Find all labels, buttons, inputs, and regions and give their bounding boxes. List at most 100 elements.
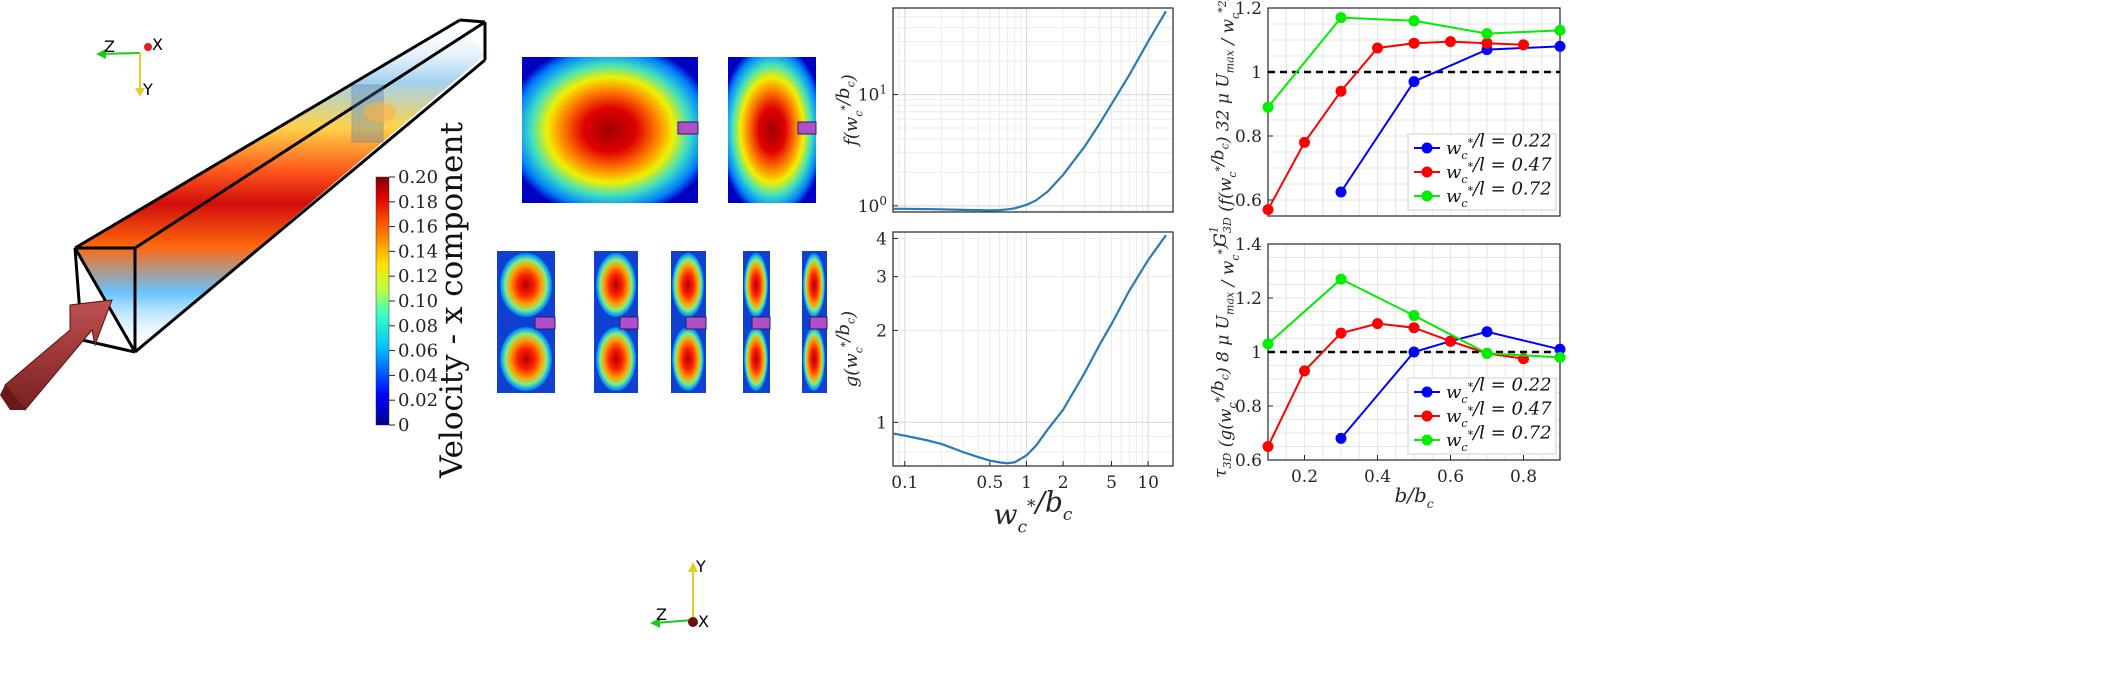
- colorbar-tick-label: 0.14: [398, 241, 438, 262]
- data-point: [1445, 36, 1456, 48]
- y-tick-label: 4: [876, 229, 887, 249]
- gridlines: [893, 232, 1173, 466]
- x-tick-label: 0.2: [1291, 467, 1318, 487]
- chart-tau3D-ratio: 0.60.811.21.40.2 0.4 0.6 0.8wc*/l = 0.22wc*…: [1208, 226, 1566, 511]
- y-tick-label: 101: [858, 83, 887, 106]
- data-point: [1262, 441, 1274, 452]
- channel-3d-render: [0, 18, 487, 411]
- y-tick-label: 0.8: [1235, 397, 1262, 417]
- y-tick-label: 1: [876, 413, 887, 433]
- colorbar: 0.20 0.18 0.16 0.14 0.12 0.10 0.08 0.06 0.04 0.02…: [375, 122, 470, 479]
- y-tick-label: 0.6: [1235, 451, 1262, 471]
- data-point: [1299, 136, 1310, 148]
- legend-entry: wc*/l = 0.72: [1446, 178, 1552, 210]
- data-point: [1481, 347, 1493, 359]
- plot-frame: [892, 7, 1174, 213]
- legend-entry: wc*/l = 0.47: [1446, 154, 1552, 186]
- gridlines: [893, 8, 1173, 212]
- data-point: [1335, 186, 1347, 198]
- legend-swatch-marker: [1421, 190, 1433, 202]
- cross-section-small-4: [743, 251, 771, 393]
- y-tick-label: 3: [876, 268, 887, 288]
- y-tick-label: 1: [1251, 343, 1262, 363]
- y-axis-label: f(wc*/bc): [833, 74, 866, 148]
- axis-triad-top-x: X: [152, 35, 163, 54]
- colorbar-gradient: [375, 176, 390, 426]
- data-point: [1518, 39, 1529, 51]
- data-point: [1335, 273, 1347, 285]
- obstacle-glow: [364, 102, 396, 122]
- channel-outline: [73, 18, 487, 354]
- y-tick-label: 0.8: [1235, 127, 1262, 147]
- cross-section-small-2: [594, 251, 639, 393]
- x-tick-label: 0.4: [1364, 467, 1391, 487]
- data-point: [1335, 12, 1347, 24]
- data-point: [1262, 101, 1274, 113]
- y-axis-label: g(wc*/bc): [833, 311, 866, 387]
- data-point: [1299, 365, 1310, 377]
- cross-section-small-3: [671, 251, 707, 393]
- data-point: [1445, 335, 1456, 347]
- axis-triad-top-y: Y: [142, 80, 153, 99]
- legend-swatch-marker: [1421, 386, 1433, 398]
- axis-triad-bottom-y: Y: [695, 557, 706, 576]
- x-tick-label: 0.1: [891, 473, 918, 493]
- y-tick-label: 1: [1251, 63, 1262, 83]
- x-tick-label: 0.8: [1510, 467, 1537, 487]
- data-point: [1408, 15, 1420, 27]
- x-tick-label: 1: [1021, 473, 1032, 493]
- colorbar-tick-label: 0.12: [398, 266, 438, 287]
- x-tick-label: 10: [1137, 473, 1159, 493]
- y-tick-label: 1.2: [1235, 289, 1262, 309]
- colorbar-tick-label: 0.20: [398, 167, 438, 188]
- x-tick-label: 0.5: [976, 473, 1003, 493]
- series-line: [893, 10, 1167, 212]
- colorbar-tick-label: 0.16: [398, 217, 438, 238]
- x-axis-label: wc*/bc: [994, 485, 1073, 537]
- cross-section-large-1: [522, 57, 699, 203]
- y-axis-label: τ3D (g(wc*/bc) 8 μ Umax / wc*)−1: [1208, 226, 1242, 478]
- y-tick-label: 0.6: [1235, 191, 1262, 211]
- data-point: [1408, 310, 1420, 322]
- plot-frame: [892, 231, 1174, 467]
- axis-triad-bottom: Y Z X: [650, 557, 709, 631]
- legend-entry: wc*/l = 0.47: [1446, 398, 1552, 430]
- axis-triad-bottom-x: X: [698, 612, 709, 631]
- series-line: [892, 234, 1167, 465]
- legend-box: [1407, 377, 1557, 455]
- cross-section-large-2: [728, 57, 817, 203]
- y-tick-label: 2: [876, 321, 887, 341]
- data-point: [1335, 327, 1347, 339]
- data-point: [1335, 85, 1347, 97]
- x-tick-label: 2: [1058, 473, 1069, 493]
- data-point: [1554, 343, 1566, 355]
- x-axis-label: b/bc: [1394, 483, 1433, 511]
- data-point: [1554, 24, 1566, 36]
- data-point: [1335, 432, 1347, 444]
- legend-swatch-marker: [1421, 142, 1433, 154]
- colorbar-tick-label: 0: [398, 415, 409, 436]
- axis-triad-bottom-z: Z: [656, 605, 667, 624]
- data-point: [1554, 40, 1566, 52]
- chart-g-function: 1 2 3 4 0.1 0.5 1 2 5 10 g(wc*/bc) wc*/bc: [833, 229, 1174, 537]
- legend-entry: wc*/l = 0.72: [1446, 422, 1552, 454]
- y-tick-label: 1.4: [1235, 235, 1262, 255]
- plot-area: [893, 8, 1173, 212]
- series-line: [1267, 40, 1524, 211]
- plot-area: [893, 232, 1173, 466]
- legend-swatch-marker: [1421, 410, 1433, 422]
- data-point: [1408, 346, 1420, 358]
- colorbar-tick-label: 0.02: [398, 390, 438, 411]
- cross-section-small-5: [802, 251, 828, 393]
- x-tick-label: 0.6: [1437, 467, 1464, 487]
- data-point: [1262, 338, 1274, 350]
- legend-entry: wc*/l = 0.22: [1446, 130, 1552, 162]
- y-tick-label: 1.2: [1235, 0, 1262, 19]
- legend-swatch-marker: [1421, 434, 1433, 446]
- data-point: [1481, 28, 1493, 40]
- data-point: [1481, 326, 1493, 338]
- colorbar-ticks: 0.20 0.18 0.16 0.14 0.12 0.10 0.08 0.06 0.04 0.02…: [389, 167, 438, 436]
